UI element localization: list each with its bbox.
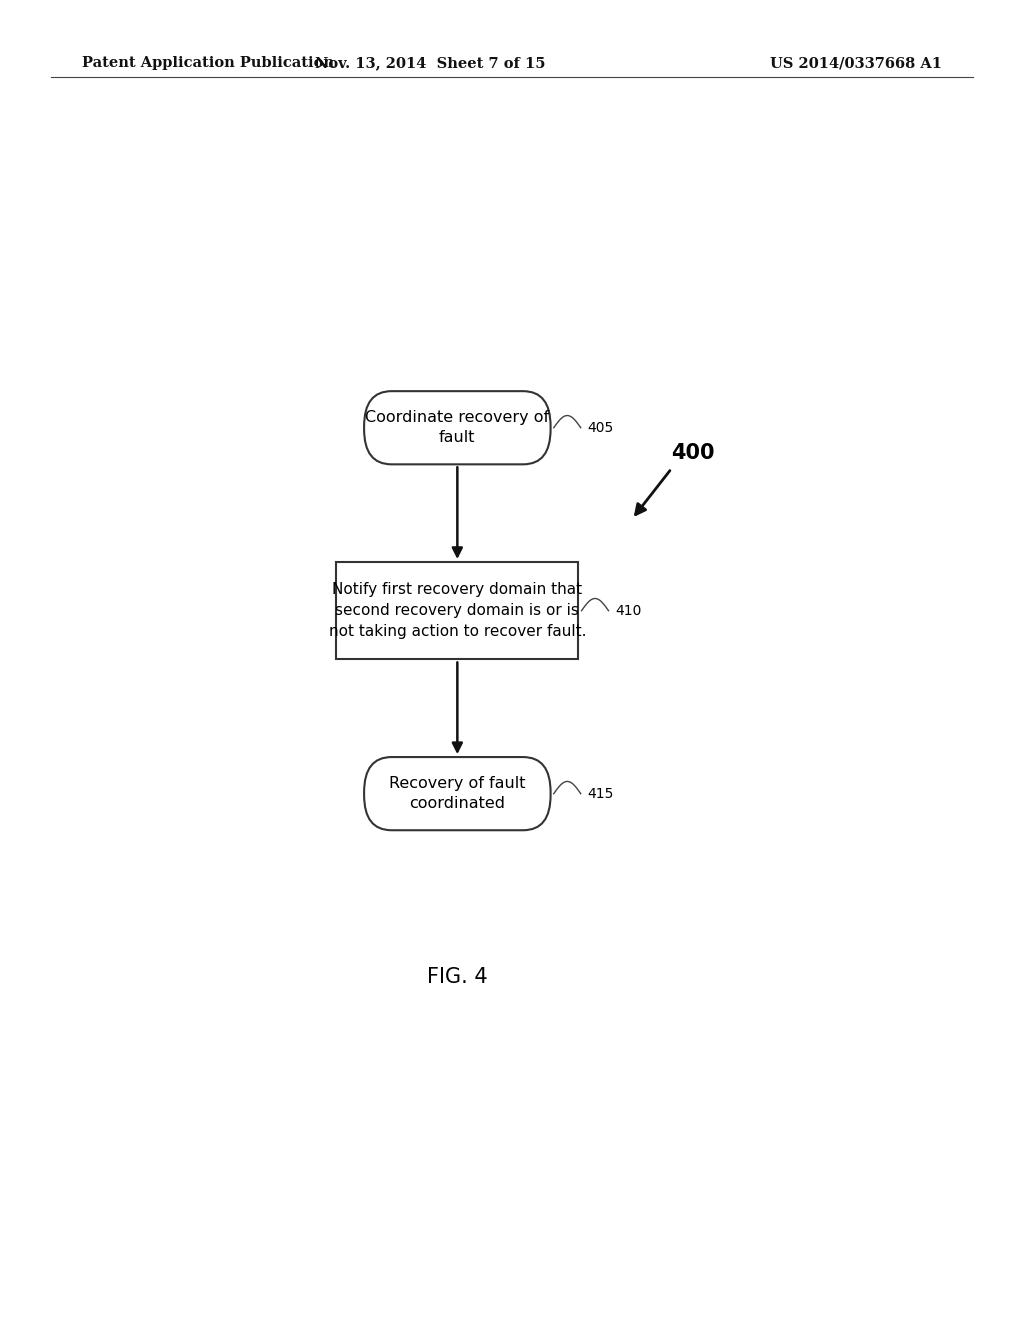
Text: US 2014/0337668 A1: US 2014/0337668 A1	[770, 57, 942, 70]
Text: Patent Application Publication: Patent Application Publication	[82, 57, 334, 70]
Text: 410: 410	[614, 603, 641, 618]
Text: FIG. 4: FIG. 4	[427, 966, 487, 986]
Text: Recovery of fault
coordinated: Recovery of fault coordinated	[389, 776, 525, 810]
Text: Coordinate recovery of
fault: Coordinate recovery of fault	[366, 411, 550, 445]
Bar	[336, 562, 579, 659]
Text: 405: 405	[587, 421, 613, 434]
FancyBboxPatch shape	[365, 391, 551, 465]
Text: 415: 415	[587, 787, 613, 801]
Text: Notify first recovery domain that
second recovery domain is or is
not taking act: Notify first recovery domain that second…	[329, 582, 586, 639]
Text: Nov. 13, 2014  Sheet 7 of 15: Nov. 13, 2014 Sheet 7 of 15	[314, 57, 546, 70]
Text: 400: 400	[672, 444, 715, 463]
FancyBboxPatch shape	[365, 758, 551, 830]
